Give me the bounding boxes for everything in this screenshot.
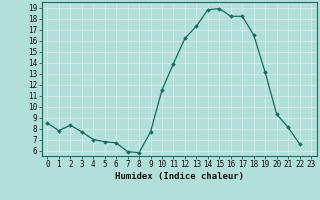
- X-axis label: Humidex (Indice chaleur): Humidex (Indice chaleur): [115, 172, 244, 181]
